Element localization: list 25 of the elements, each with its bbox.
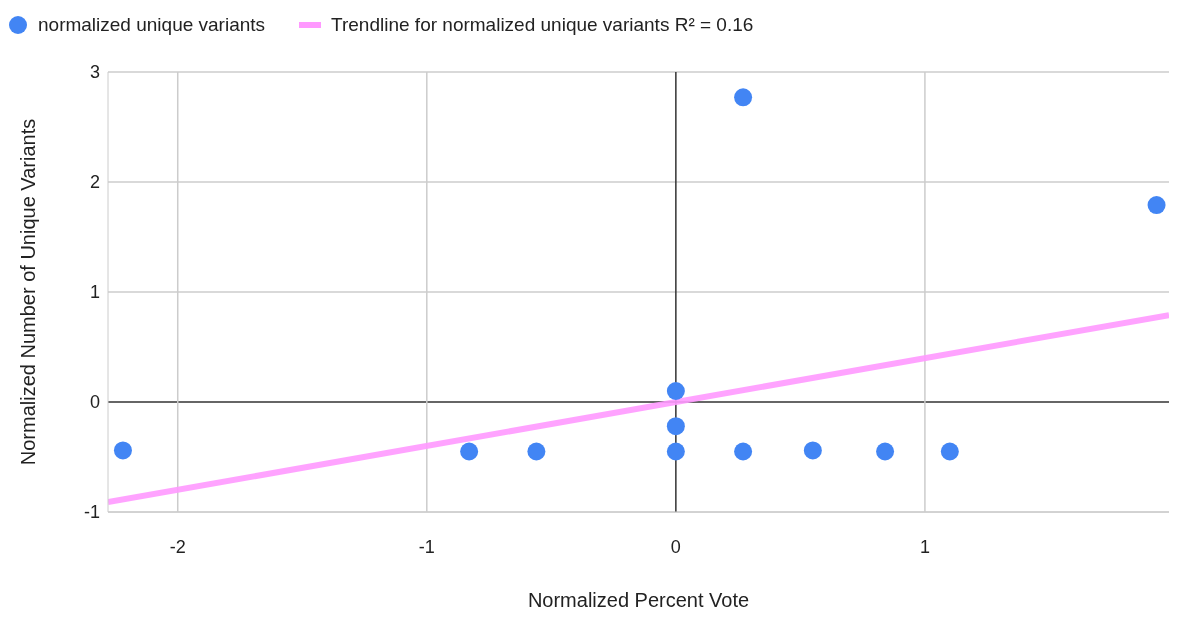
point: [876, 442, 895, 461]
point: [666, 382, 685, 400]
x-tick-label: 1: [919, 536, 930, 557]
point: [113, 441, 132, 460]
x-axis-title: Normalized Percent Vote: [527, 589, 750, 611]
x-tick-label: -2: [169, 536, 186, 557]
point: [666, 442, 685, 461]
point: [940, 442, 959, 461]
point: [527, 442, 546, 461]
y-axis-title: Normalized Number of Unique Variants: [17, 118, 40, 466]
legend-label: Trendline for normalized unique variants R² = 0.16: [331, 14, 754, 35]
y-tick-label: 2: [89, 172, 100, 193]
point: [734, 442, 753, 461]
point: [460, 442, 479, 461]
point: [666, 417, 685, 436]
y-tick-label: 1: [89, 282, 100, 303]
y-tick-label: 0: [89, 392, 100, 413]
y-tick-label: -1: [83, 502, 100, 523]
y-tick-label: 3: [89, 62, 100, 83]
x-tick-label: 0: [670, 536, 681, 557]
point: [734, 88, 753, 107]
point: [803, 441, 822, 460]
x-tick-label: -1: [418, 536, 435, 557]
point: [1147, 196, 1166, 215]
legend-label: normalized unique variants: [38, 14, 266, 35]
